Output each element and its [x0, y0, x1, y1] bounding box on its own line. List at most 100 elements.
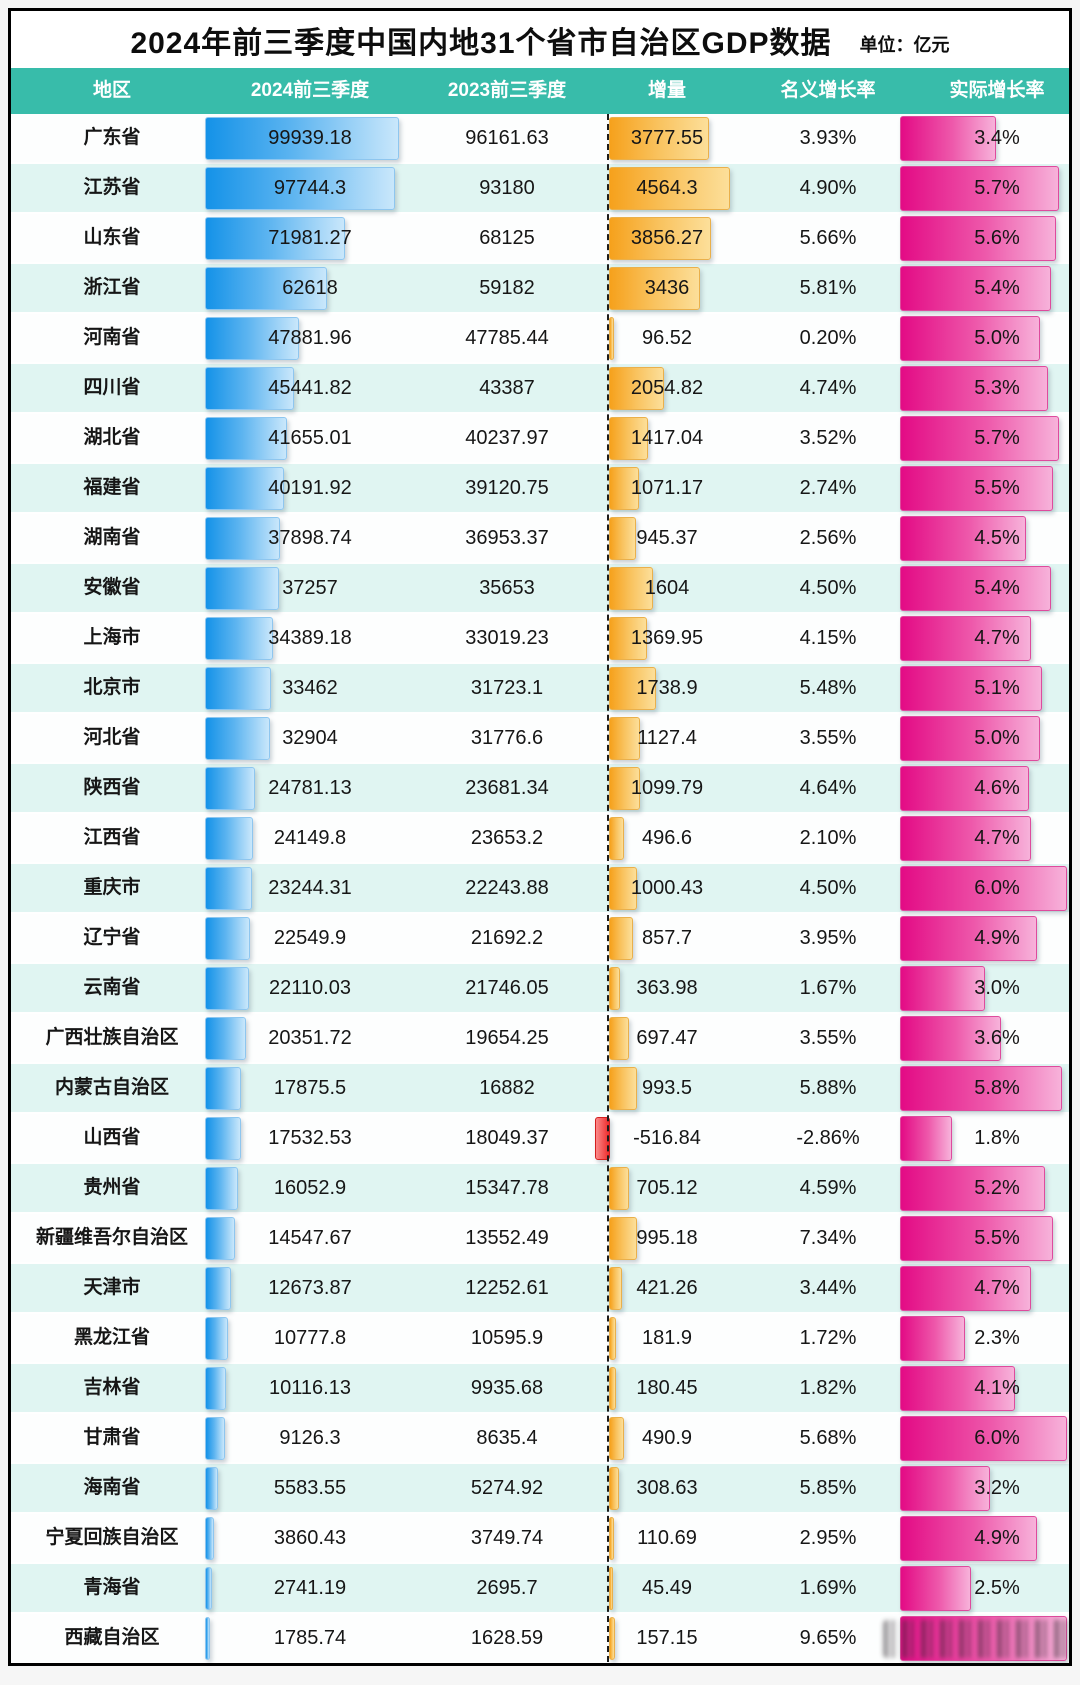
real-growth-bar	[900, 666, 1043, 711]
nominal-growth-value: 5.81%	[799, 277, 857, 299]
gdp-2024-bar	[205, 1167, 238, 1210]
increment-bar	[609, 1267, 622, 1310]
gdp-2024-value: 22549.9	[273, 927, 347, 949]
gdp-2023-value: 10595.9	[470, 1327, 544, 1349]
increment-value: 3436	[644, 277, 690, 299]
increment-bar	[609, 1467, 620, 1510]
increment-bar	[609, 817, 624, 860]
region-name: 内蒙古自治区	[54, 1077, 169, 1098]
gdp-2024-value: 24149.8	[273, 827, 347, 849]
table-row: 内蒙古自治区 17875.5 16882 993.5 5.88% 5.8%	[11, 1064, 1069, 1112]
real-growth-value: 5.5%	[974, 477, 1020, 499]
increment-value: 1369.95	[630, 627, 704, 649]
nominal-growth-value: 2.95%	[799, 1527, 857, 1549]
increment-bar	[609, 267, 701, 310]
gdp-2024-bar	[205, 117, 399, 160]
gdp-2023-value: 21746.05	[465, 977, 549, 999]
real-growth-bar	[900, 116, 996, 161]
gdp-2024-bar	[205, 1267, 232, 1310]
gdp-2024-bar	[205, 1467, 218, 1510]
gdp-2023-value: 19654.25	[465, 1027, 549, 1049]
real-growth-bar	[900, 966, 985, 1011]
increment-bar	[609, 417, 648, 460]
gdp-2024-bar	[205, 1367, 227, 1410]
increment-value: 857.7	[641, 927, 693, 949]
gdp-2024-value: 2741.19	[273, 1577, 347, 1599]
nominal-growth-value: 3.55%	[799, 1027, 857, 1049]
gdp-2024-bar	[205, 817, 254, 860]
table-row: 陕西省 24781.13 23681.34 1099.79 4.64% 4.6%	[11, 764, 1069, 812]
gdp-2023-value: 31776.6	[470, 727, 544, 749]
real-growth-bar	[900, 216, 1056, 261]
gdp-2024-value: 16052.9	[273, 1177, 347, 1199]
region-name: 宁夏回族自治区	[45, 1527, 179, 1548]
table-row: 天津市 12673.87 12252.61 421.26 3.44% 4.7%	[11, 1264, 1069, 1312]
dashed-divider-line	[607, 114, 609, 1662]
increment-bar	[609, 667, 657, 710]
region-name: 甘肃省	[83, 1427, 141, 1448]
gdp-2024-value: 20351.72	[268, 1027, 352, 1049]
real-growth-bar	[900, 1216, 1054, 1261]
gdp-2023-value: 36953.37	[465, 527, 549, 549]
region-name: 吉林省	[83, 1377, 141, 1398]
increment-value: 4564.3	[636, 177, 698, 199]
increment-value: 96.52	[641, 327, 693, 349]
region-name: 湖北省	[83, 427, 141, 448]
gdp-2024-value: 3860.43	[273, 1527, 347, 1549]
region-name: 陕西省	[83, 777, 141, 798]
gdp-2024-bar	[205, 167, 395, 210]
nominal-growth-value: 3.95%	[799, 927, 857, 949]
real-growth-bar	[900, 316, 1040, 361]
increment-bar	[609, 1317, 616, 1360]
increment-value: 697.47	[636, 1027, 698, 1049]
real-growth-value: 5.6%	[974, 227, 1020, 249]
table-row: 甘肃省 9126.3 8635.4 490.9 5.68% 6.0%	[11, 1414, 1069, 1462]
nominal-growth-value: -2.86%	[796, 1127, 860, 1149]
gdp-2024-value: 47881.96	[268, 327, 352, 349]
table-row: 安徽省 37257 35653 1604 4.50% 5.4%	[11, 564, 1069, 612]
table-row: 山西省 17532.53 18049.37 -516.84 -2.86% 1.8%	[11, 1114, 1069, 1162]
gdp-2023-value: 3749.74	[470, 1527, 544, 1549]
nominal-growth-value: 1.72%	[799, 1327, 857, 1349]
increment-bar	[609, 517, 636, 560]
gdp-2023-value: 8635.4	[476, 1427, 538, 1449]
increment-bar	[609, 567, 653, 610]
gdp-2023-value: 31723.1	[470, 677, 544, 699]
nominal-growth-value: 4.59%	[799, 1177, 857, 1199]
real-growth-value: 5.7%	[974, 427, 1020, 449]
nominal-growth-value: 3.55%	[799, 727, 857, 749]
increment-bar	[609, 767, 640, 810]
nominal-growth-value: 4.15%	[799, 627, 857, 649]
real-growth-bar	[900, 1616, 1067, 1661]
gdp-2023-value: 12252.61	[465, 1277, 549, 1299]
real-growth-value: 5.8%	[974, 1077, 1020, 1099]
unit-label: 单位：亿元	[859, 34, 950, 55]
gdp-2024-bar	[205, 967, 250, 1010]
increment-value: 1071.17	[630, 477, 704, 499]
increment-bar	[609, 117, 710, 160]
region-name: 浙江省	[83, 277, 141, 298]
increment-value: 1604	[644, 577, 690, 599]
increment-bar	[609, 617, 647, 660]
region-name: 广东省	[83, 127, 141, 148]
real-growth-bar	[900, 1466, 990, 1511]
region-name: 重庆市	[83, 877, 141, 898]
gdp-2023-value: 16882	[479, 1077, 535, 1099]
gdp-2024-value: 40191.92	[268, 477, 352, 499]
gdp-2024-value: 41655.01	[268, 427, 352, 449]
increment-bar	[609, 717, 641, 760]
nominal-growth-value: 4.90%	[799, 177, 857, 199]
real-growth-value: 5.4%	[974, 577, 1020, 599]
real-growth-bar	[900, 1016, 1001, 1061]
gdp-2024-bar	[205, 467, 285, 510]
region-name: 河北省	[83, 727, 141, 748]
gdp-2023-value: 23681.34	[465, 777, 549, 799]
increment-bar-negative	[594, 1117, 610, 1160]
real-growth-value: 5.5%	[974, 1227, 1020, 1249]
region-name: 黑龙江省	[73, 1327, 150, 1348]
nominal-growth-value: 4.74%	[799, 377, 857, 399]
real-growth-bar	[900, 866, 1067, 911]
real-growth-bar	[900, 266, 1051, 311]
region-name: 四川省	[83, 377, 141, 398]
